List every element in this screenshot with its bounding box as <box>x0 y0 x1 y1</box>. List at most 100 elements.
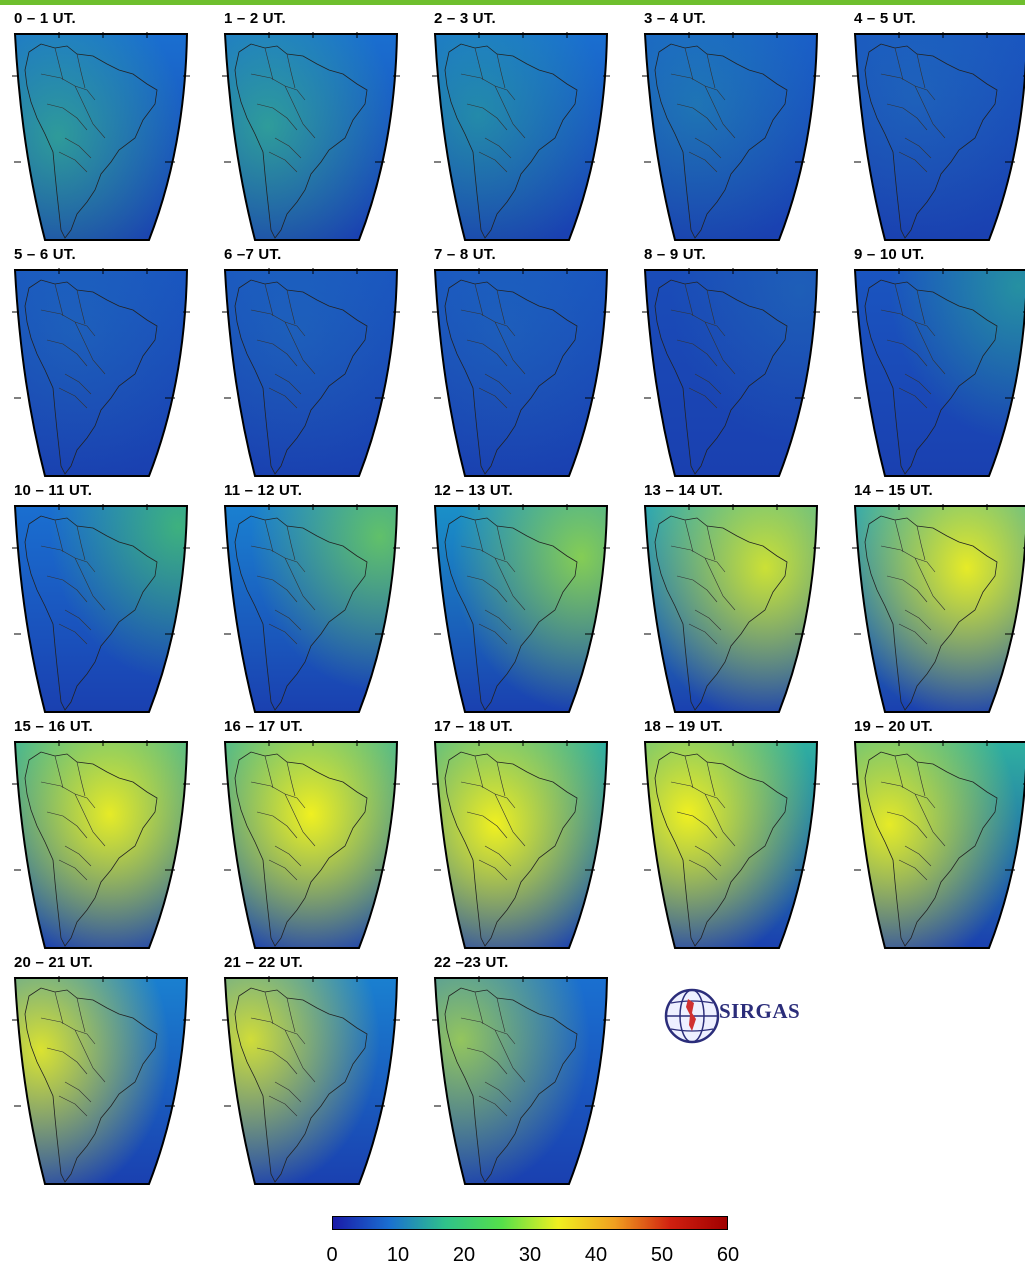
sirgas-logo: SIRGAS <box>662 985 824 1047</box>
map-frame <box>223 977 399 1185</box>
tec-map <box>642 740 820 949</box>
tec-map <box>432 740 610 949</box>
country-border <box>286 761 296 797</box>
country-border <box>284 85 316 139</box>
country-border <box>684 283 694 317</box>
country-border <box>64 137 92 159</box>
coastline <box>234 515 368 711</box>
panel-title: 4 – 5 UT. <box>854 10 916 27</box>
country-border <box>484 609 512 631</box>
frame-ticks <box>852 740 1025 871</box>
tec-highlight <box>645 742 817 948</box>
map-panel: 19 – 20 UT. <box>852 718 1025 950</box>
colorbar-tick-label: 50 <box>650 1244 674 1266</box>
coastline <box>444 515 578 711</box>
country-border <box>264 755 274 789</box>
country-border <box>706 525 716 561</box>
map-panel: 0 – 1 UT. <box>12 10 192 242</box>
tec-map <box>12 32 190 241</box>
tec-map <box>432 976 610 1185</box>
tec-map <box>12 268 190 477</box>
tec-highlight <box>225 34 397 240</box>
tec-highlight <box>645 34 817 240</box>
tec-highlight <box>225 506 397 712</box>
country-border <box>496 525 506 561</box>
country-border <box>54 755 64 789</box>
country-border <box>496 53 506 89</box>
country-border <box>286 525 296 561</box>
country-border <box>274 609 302 631</box>
coastline <box>654 515 788 711</box>
country-border <box>274 1081 302 1103</box>
country-border <box>284 557 316 611</box>
frame-ticks <box>642 32 820 163</box>
country-border <box>58 387 88 409</box>
country-border <box>688 859 718 881</box>
country-border <box>694 609 722 631</box>
country-border <box>916 761 926 797</box>
country-border <box>894 519 904 553</box>
country-border <box>284 793 316 847</box>
country-border <box>684 755 694 789</box>
country-border <box>256 339 298 367</box>
country-border <box>496 997 506 1033</box>
tec-highlight <box>225 978 397 1184</box>
coastline <box>234 43 368 239</box>
frame-ticks <box>12 976 190 1107</box>
country-border <box>478 1095 508 1117</box>
country-border <box>706 289 716 325</box>
country-border <box>74 1029 106 1083</box>
colorbar-tick-label: 40 <box>584 1244 608 1266</box>
country-border <box>268 859 298 881</box>
tec-map <box>642 32 820 241</box>
country-border <box>694 845 722 867</box>
country-border <box>256 575 298 603</box>
map-frame <box>433 741 609 949</box>
tec-highlight <box>15 742 187 948</box>
country-border <box>64 373 92 395</box>
tec-map <box>852 504 1025 713</box>
tec-highlight <box>15 270 187 476</box>
coastline <box>444 279 578 475</box>
map-panel: 18 – 19 UT. <box>642 718 822 950</box>
country-border <box>466 811 508 839</box>
panel-title: 20 – 21 UT. <box>14 954 93 971</box>
country-border <box>46 339 88 367</box>
tec-highlight <box>855 742 1025 948</box>
map-panel: 7 – 8 UT. <box>432 246 612 478</box>
country-border <box>886 575 928 603</box>
map-frame <box>853 269 1025 477</box>
frame-ticks <box>432 740 610 871</box>
map-frame <box>853 33 1025 241</box>
country-border <box>886 811 928 839</box>
frame-ticks <box>222 32 400 163</box>
tec-map <box>852 740 1025 949</box>
tec-map <box>222 976 400 1185</box>
panel-title: 5 – 6 UT. <box>14 246 76 263</box>
country-border <box>74 793 106 847</box>
country-border <box>898 151 928 173</box>
coastline <box>24 43 158 239</box>
country-border <box>54 283 64 317</box>
country-border <box>688 151 718 173</box>
country-border <box>46 103 88 131</box>
map-frame <box>643 33 819 241</box>
frame-ticks <box>852 32 1025 163</box>
country-border <box>54 47 64 81</box>
tec-highlight <box>435 506 607 712</box>
country-border <box>914 85 946 139</box>
country-border <box>904 373 932 395</box>
frame-ticks <box>222 976 400 1107</box>
country-border <box>916 525 926 561</box>
country-border <box>494 1029 526 1083</box>
country-border <box>46 811 88 839</box>
panel-title: 12 – 13 UT. <box>434 482 513 499</box>
coastline <box>24 515 158 711</box>
map-panel: 3 – 4 UT. <box>642 10 822 242</box>
country-border <box>274 845 302 867</box>
map-frame <box>853 741 1025 949</box>
country-border <box>916 53 926 89</box>
panel-title: 11 – 12 UT. <box>224 482 303 499</box>
country-border <box>484 1081 512 1103</box>
map-frame <box>433 269 609 477</box>
